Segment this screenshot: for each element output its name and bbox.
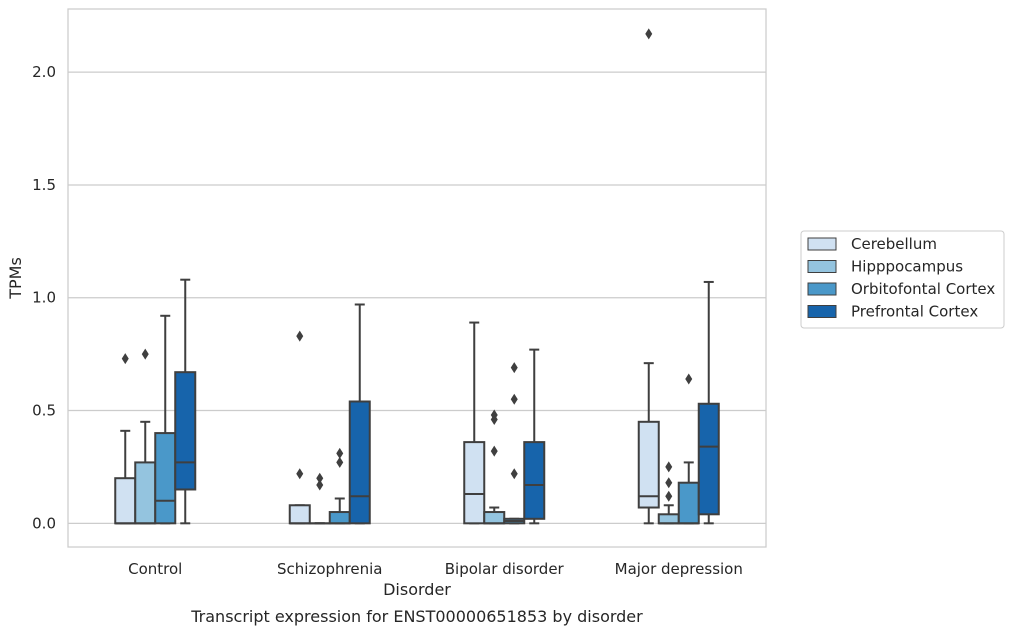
box-body (328, 511, 351, 525)
y-tick-label: 1.5 (32, 176, 56, 194)
box-group (523, 348, 546, 525)
box-group (328, 447, 351, 525)
outlier-point (490, 409, 498, 421)
y-tick-label: 0.5 (32, 402, 56, 420)
box-group (288, 330, 311, 525)
box-body (134, 461, 157, 525)
y-tick-label: 0.0 (32, 514, 56, 532)
legend-swatch (807, 237, 837, 251)
legend-frame (800, 230, 1005, 329)
legend: Cerebellum Hipppocampus Orbitofontal Corte… (800, 230, 1005, 329)
box-body (288, 504, 311, 525)
outlier-point (645, 28, 653, 40)
box-group (308, 472, 331, 525)
x-tick-label: Major depression (615, 560, 743, 578)
box-group (114, 353, 137, 525)
box-group (483, 409, 506, 525)
box-body (677, 481, 700, 525)
outlier-point (665, 490, 673, 502)
box-body (657, 513, 680, 525)
x-axis-label: Disorder (383, 580, 451, 599)
legend-swatch (807, 260, 837, 273)
legend-label: Orbitofontal Cortex (851, 280, 995, 298)
x-tick-label: Bipolar disorder (445, 560, 565, 578)
box-body (114, 477, 137, 525)
outlier-point (510, 468, 518, 480)
box-group (134, 348, 157, 525)
boxes (114, 28, 720, 525)
box-group (677, 373, 700, 525)
box-group (348, 303, 371, 525)
outlier-point (141, 348, 149, 360)
box-body (523, 441, 546, 520)
box-body (174, 371, 197, 491)
y-tick-label: 1.0 (32, 289, 56, 307)
outlier-point (490, 445, 498, 457)
legend-swatch (807, 282, 837, 296)
box-group (657, 461, 680, 525)
outlier-point (336, 447, 344, 459)
outlier-point (510, 362, 518, 374)
outlier-point (316, 472, 324, 484)
y-tick-label: 2.0 (32, 63, 56, 81)
x-tick-label: Control (128, 560, 182, 578)
outlier-point (510, 393, 518, 405)
legend-label: Hipppocampus (851, 258, 963, 276)
y-tick-labels: 0.0 0.5 1.0 1.5 2.0 (32, 63, 56, 532)
x-tick-labels: Control Schizophrenia Bipolar disorder Majo… (128, 560, 743, 578)
y-axis-label: TPMs (6, 257, 25, 300)
outlier-point (296, 330, 304, 342)
box-group (463, 321, 486, 525)
box-body (348, 400, 371, 525)
outlier-point (665, 461, 673, 473)
x-tick-label: Schizophrenia (277, 560, 382, 578)
box-body (637, 420, 660, 509)
box-group (637, 28, 660, 525)
box-body (463, 441, 486, 525)
box-group (697, 280, 720, 525)
box-body (697, 402, 720, 516)
box-body (483, 511, 506, 525)
box-group (503, 362, 526, 525)
legend-label: Prefrontal Cortex (851, 303, 978, 321)
outlier-point (121, 353, 129, 365)
box-group (174, 278, 197, 525)
box-body (154, 432, 177, 525)
box-group (154, 314, 177, 525)
legend-label: Cerebellum (851, 235, 937, 253)
outlier-point (296, 468, 304, 480)
outlier-point (665, 477, 673, 489)
chart-caption: Transcript expression for ENST0000065185… (190, 607, 643, 626)
plot-frame (67, 8, 767, 548)
outlier-point (685, 373, 693, 385)
outlier-point (316, 479, 324, 491)
legend-swatch (807, 305, 837, 318)
outlier-point (336, 456, 344, 468)
